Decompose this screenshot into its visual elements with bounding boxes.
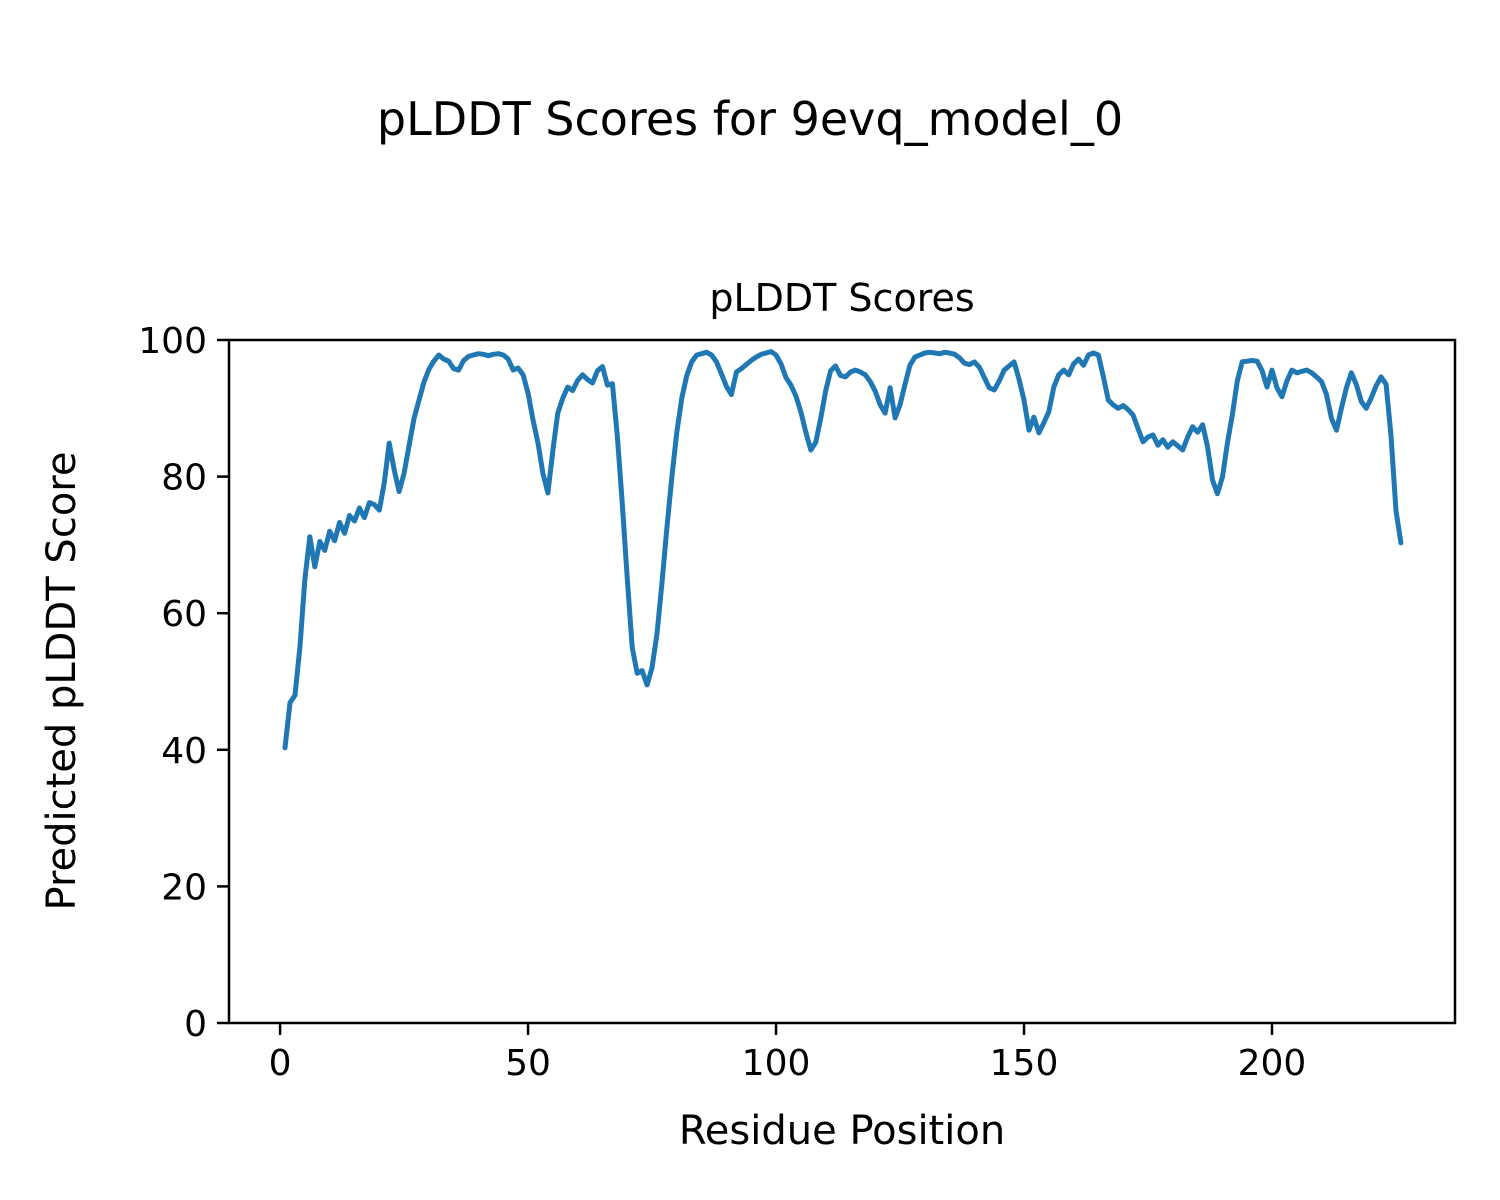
x-tick-label: 200 [1238, 1043, 1307, 1084]
y-tick-label: 100 [138, 321, 207, 362]
x-tick-label: 100 [742, 1043, 811, 1084]
axes-spines [227, 338, 1457, 1025]
axes-title: pLDDT Scores [709, 276, 975, 320]
x-tick-label: 50 [505, 1043, 551, 1084]
y-axis-label-text: Predicted pLDDT Score [39, 451, 85, 911]
y-tick-label: 0 [184, 1004, 207, 1045]
y-tick-label: 20 [161, 867, 207, 908]
x-tick-label: 150 [990, 1043, 1059, 1084]
y-tick-label: 40 [161, 731, 207, 772]
x-axis-label: Residue Position [678, 1108, 1006, 1154]
y-tick-label: 60 [161, 594, 207, 635]
y-tick-label: 80 [161, 458, 207, 499]
figure-title: pLDDT Scores for 9evq_model_0 [376, 92, 1124, 146]
plot-line [282, 349, 1404, 751]
x-tick-label: 0 [269, 1043, 292, 1084]
